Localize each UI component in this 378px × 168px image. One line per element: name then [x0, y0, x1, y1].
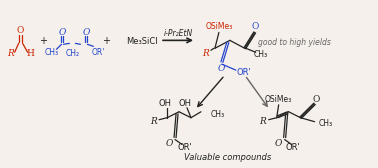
Text: CH₃: CH₃	[319, 119, 333, 128]
Text: +: +	[39, 36, 46, 46]
Text: OR': OR'	[91, 48, 105, 57]
Text: Valuable compounds: Valuable compounds	[184, 153, 271, 162]
Text: OR': OR'	[285, 143, 300, 152]
Text: OSiMe₃: OSiMe₃	[265, 95, 292, 104]
Text: O: O	[275, 139, 282, 148]
Text: O: O	[166, 139, 173, 148]
Text: CH₃: CH₃	[254, 50, 268, 59]
Text: R: R	[7, 49, 14, 58]
Text: R: R	[203, 49, 209, 58]
Text: CH₂: CH₂	[65, 49, 79, 58]
Text: OR': OR'	[237, 68, 252, 77]
Text: OR': OR'	[178, 143, 192, 152]
Text: OH: OH	[159, 99, 172, 108]
Text: R: R	[259, 117, 266, 126]
Text: O: O	[83, 28, 90, 37]
Text: Me₃SiCl: Me₃SiCl	[126, 37, 158, 46]
Text: OSiMe₃: OSiMe₃	[205, 22, 232, 31]
Text: O: O	[251, 22, 259, 31]
Text: OH: OH	[178, 99, 192, 108]
Text: CH₃: CH₃	[211, 110, 225, 119]
Text: good to high yields: good to high yields	[258, 38, 331, 47]
Text: O: O	[313, 95, 320, 104]
Text: O: O	[59, 28, 66, 37]
Text: R: R	[150, 117, 156, 126]
Text: O: O	[17, 26, 24, 35]
Text: O: O	[217, 64, 225, 73]
Text: i-Pr₂EtN: i-Pr₂EtN	[163, 29, 193, 38]
Text: +: +	[102, 36, 110, 46]
Text: CH₃: CH₃	[45, 48, 59, 57]
Text: H: H	[26, 49, 34, 58]
